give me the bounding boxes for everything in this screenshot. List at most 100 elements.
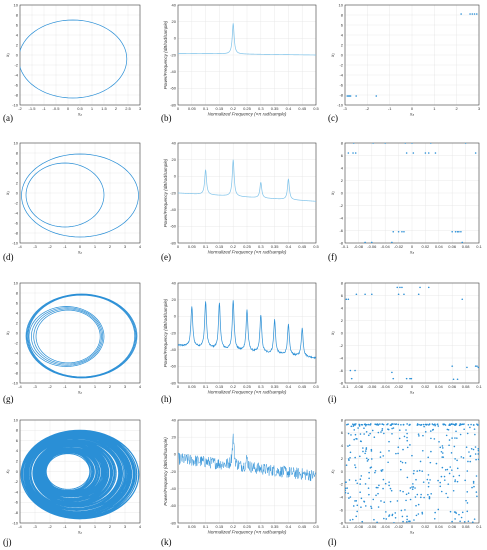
scatter-point-c-8	[471, 13, 474, 15]
scatter-point-l-376	[437, 425, 440, 427]
scatter-point-l-366	[345, 481, 346, 484]
scatter-point-l-162	[443, 475, 446, 478]
orbit-outer-g-2	[27, 294, 136, 378]
scatter-point-l-225	[345, 487, 347, 490]
scatter-point-l-311	[427, 424, 430, 426]
scatter-point-l-32	[367, 423, 370, 426]
scatter-point-i-23	[456, 378, 459, 381]
orbit-inner-g-0	[28, 306, 105, 367]
xtick-label-g-4: 0	[79, 384, 82, 389]
scatter-point-l-323	[472, 424, 475, 426]
scatter-point-l-364	[425, 424, 428, 426]
scatter-point-l-310	[347, 432, 350, 435]
scatter-point-l-76	[460, 456, 463, 458]
axes-frame-k	[177, 419, 317, 524]
xtick-label-g-1: -3	[33, 384, 37, 389]
xtick-label-j-2: -2	[48, 524, 52, 529]
ytick-label-l-3: 2	[341, 456, 344, 461]
ytick-label-c-1: 8	[341, 12, 344, 17]
scatter-point-l-243	[385, 518, 388, 520]
ytick-label-a-1: 8	[16, 12, 19, 17]
scatter-point-l-124	[451, 437, 453, 439]
scatter-point-l-286	[402, 423, 405, 426]
scatter-point-l-186	[359, 491, 361, 494]
scatter-point-l-87	[346, 487, 348, 489]
xtick-label-f-3: -0.04	[381, 244, 391, 249]
axes-frame-g	[19, 282, 141, 384]
scatter-point-i-19	[419, 286, 421, 289]
axes-frame-h	[177, 282, 317, 384]
scatter-point-l-11	[454, 479, 457, 481]
xtick-label-c-6: 3	[478, 106, 481, 111]
scatter-point-l-351	[354, 464, 356, 466]
scatter-point-f-17	[424, 152, 427, 154]
xlabel-d: x₂	[77, 250, 82, 255]
scatter-point-l-33	[440, 450, 443, 453]
ytick-label-d-1: 8	[16, 150, 19, 155]
xtick-label-i-8: 0.06	[448, 384, 457, 389]
ylabel-d: x₃	[5, 191, 10, 196]
xlabel-g: x₂	[77, 390, 82, 395]
ytick-label-f-4: 0	[341, 190, 344, 195]
scatter-point-l-402	[445, 434, 448, 437]
scatter-point-l-42	[365, 431, 368, 433]
xtick-label-i-5: 0	[411, 384, 414, 389]
scatter-point-l-295	[408, 520, 410, 523]
scatter-point-l-54	[400, 509, 403, 512]
xtick-label-f-1: -0.08	[354, 244, 364, 249]
scatter-point-l-398	[385, 511, 387, 513]
scatter-point-l-386	[454, 424, 456, 426]
scatter-point-l-143	[441, 447, 444, 449]
orbit-outer-a-0	[20, 19, 128, 99]
scatter-point-l-116	[434, 424, 436, 427]
xtick-label-c-1: -2	[366, 106, 370, 111]
ytick-label-d-10: -10	[12, 240, 19, 245]
scatter-point-l-197	[463, 520, 466, 523]
scatter-point-l-65	[466, 491, 469, 493]
xtick-label-i-2: -0.06	[367, 384, 377, 389]
scatter-point-l-291	[448, 472, 451, 475]
orbit-outer-d-0	[21, 153, 139, 238]
scatter-point-f-2	[352, 143, 355, 144]
scatter-point-f-15	[411, 143, 413, 144]
scatter-point-l-190	[417, 433, 420, 435]
scatter-point-c-5	[375, 95, 378, 97]
xtick-label-k-8: 0.4	[286, 524, 292, 529]
scatter-point-l-198	[454, 480, 456, 483]
ytick-label-h-1: 20	[172, 297, 177, 302]
scatter-point-l-109	[405, 493, 408, 496]
scatter-point-l-334	[445, 492, 447, 495]
scatter-point-l-375	[432, 428, 435, 431]
scatter-point-l-237	[387, 461, 389, 464]
ytick-label-g-7: -4	[14, 350, 18, 355]
panel-l: -0.1 -0.08 -0.06 -0.04 -0.02 0 0.02 0.04 0.06 0.0…	[328, 417, 483, 547]
scatter-point-l-217	[392, 427, 395, 429]
xtick-label-j-3: -1	[63, 524, 67, 529]
ytick-label-l-7: -6	[339, 507, 343, 512]
scatter-point-l-207	[473, 428, 476, 430]
scatter-point-l-411	[430, 492, 432, 495]
scatter-point-l-246	[441, 466, 444, 469]
scatter-point-l-265	[447, 428, 450, 431]
ytick-label-a-10: -10	[12, 102, 19, 107]
xtick-label-j-6: 2	[109, 524, 112, 529]
xtick-label-l-7: 0.04	[435, 524, 444, 529]
scatter-point-l-174	[365, 423, 368, 426]
xtick-label-h-8: 0.4	[286, 384, 292, 389]
scatter-point-l-193	[354, 424, 356, 426]
ytick-label-i-8: -8	[339, 380, 343, 385]
scatter-point-l-417	[359, 440, 362, 443]
panel-label-b: (b)	[161, 113, 172, 123]
xlabel-k: Normalized Frequency (×π rad/sample)	[208, 530, 287, 535]
ylabel-j: x₃	[5, 469, 10, 474]
scatter-point-l-259	[417, 503, 420, 506]
scatter-point-l-403	[364, 423, 367, 426]
scatter-point-l-261	[390, 423, 393, 426]
scatter-point-l-37	[370, 458, 373, 460]
scatter-point-l-369	[430, 437, 432, 440]
scatter-point-l-371	[477, 447, 479, 450]
ytick-label-c-6: -2	[339, 62, 343, 67]
plot-area-c	[346, 13, 478, 97]
ytick-label-b-0: 40	[172, 2, 177, 7]
